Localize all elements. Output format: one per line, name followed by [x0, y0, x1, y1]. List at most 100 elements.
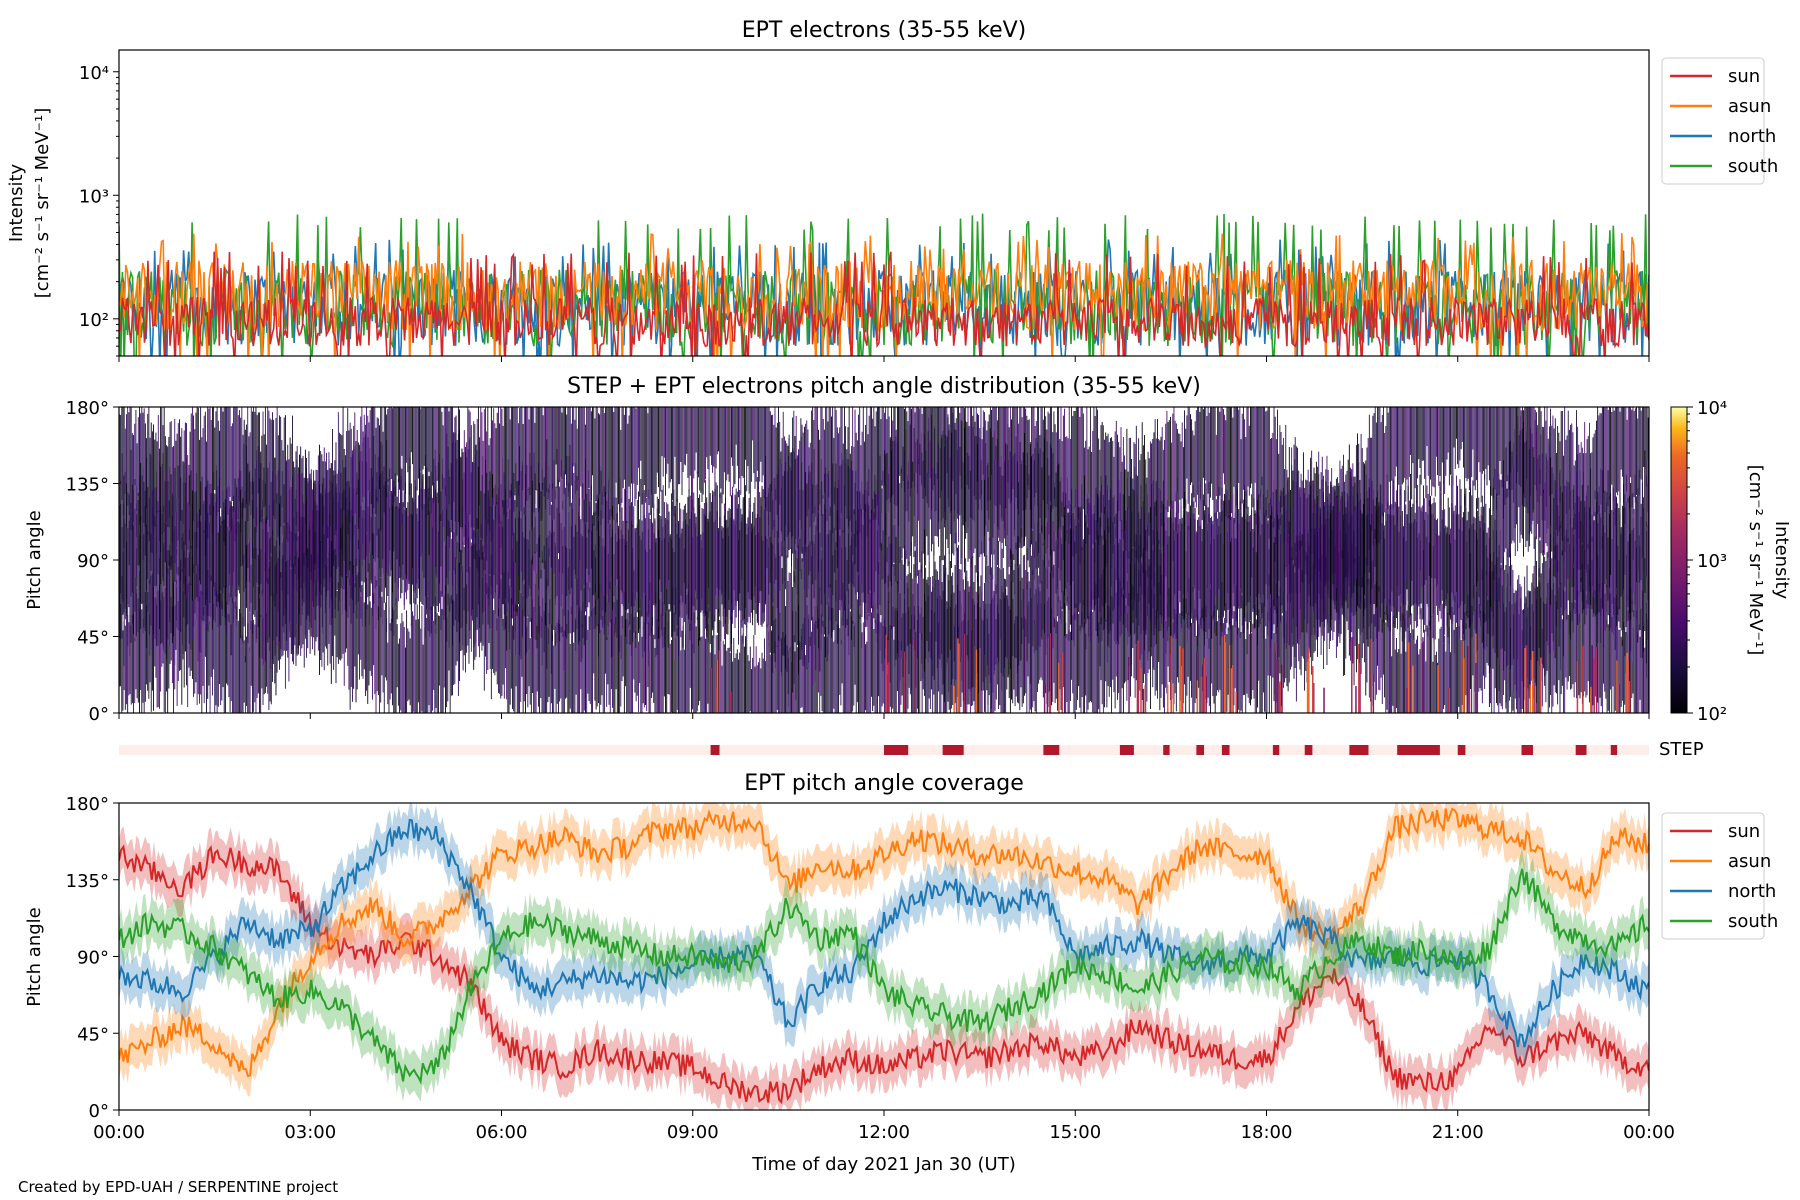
heatmap-cell	[1285, 510, 1287, 649]
heatmap-cell	[220, 516, 222, 626]
heatmap-cell	[332, 429, 333, 561]
heatmap-cell	[253, 548, 255, 615]
heatmap-cell	[1458, 407, 1460, 468]
heatmap-cell	[1020, 463, 1022, 548]
heatmap-cell	[369, 410, 371, 541]
heatmap-cell	[887, 407, 889, 513]
heatmap-cell	[1204, 407, 1205, 506]
heatmap-cell	[293, 472, 295, 591]
heatmap-cell	[1539, 468, 1541, 538]
heatmap-cell	[373, 533, 375, 604]
heatmap-cell	[249, 432, 251, 503]
heatmap-cell	[751, 669, 752, 713]
heatmap-cell	[700, 540, 702, 613]
heatmap-cell	[557, 619, 559, 713]
heatmap-cell	[505, 488, 506, 599]
heatmap-cell	[781, 438, 783, 534]
heatmap-cell	[1109, 517, 1111, 625]
heatmap-cell	[1093, 592, 1095, 713]
heatmap-cell	[925, 567, 927, 659]
heatmap-cell	[1201, 529, 1203, 618]
heatmap-cell	[1293, 469, 1295, 585]
heatmap-cell	[1019, 442, 1021, 543]
heatmap-cell	[280, 572, 282, 649]
heatmap-cell	[392, 607, 393, 706]
heatmap-cell	[634, 407, 636, 506]
heatmap-cell	[1443, 477, 1444, 614]
heatmap-cell	[388, 469, 390, 564]
heatmap-cell	[1145, 529, 1147, 635]
heatmap-cell	[620, 429, 622, 505]
heatmap-cell	[196, 472, 198, 588]
heatmap-cell	[1131, 548, 1133, 665]
heatmap-cell	[900, 469, 902, 580]
heatmap-cell	[590, 485, 592, 569]
heatmap-cell	[736, 508, 738, 602]
heatmap-cell	[142, 536, 144, 634]
heatmap-cell	[421, 478, 423, 572]
heatmap-cell	[1040, 434, 1042, 583]
heatmap-cell	[928, 417, 930, 563]
heatmap-cell	[195, 412, 197, 538]
heatmap-cell	[1271, 438, 1273, 519]
heatmap-cell	[1234, 512, 1236, 628]
heatmap-cell	[1366, 490, 1368, 573]
heatmap-cell	[867, 614, 869, 713]
heatmap-cell	[349, 422, 351, 523]
heatmap-cell	[1013, 425, 1015, 560]
heatmap-cell	[1500, 479, 1502, 564]
heatmap-cell	[137, 598, 139, 703]
heatmap-cell	[566, 414, 568, 486]
heatmap-cell	[1165, 530, 1167, 654]
heatmap-cell	[1295, 535, 1297, 627]
heatmap-cell	[827, 475, 829, 588]
heatmap-cell	[580, 407, 582, 487]
heatmap-cell	[1192, 587, 1194, 713]
heatmap-cell	[1457, 604, 1459, 713]
heatmap-cell	[463, 587, 465, 656]
heatmap-cell	[741, 635, 743, 713]
heatmap-cell	[969, 407, 971, 518]
heatmap-cell	[1403, 614, 1404, 713]
heatmap-cell	[686, 407, 688, 454]
heatmap-cell	[1058, 463, 1060, 568]
heatmap-cell	[623, 414, 625, 480]
heatmap-cell	[257, 446, 259, 585]
heatmap-cell	[796, 558, 798, 645]
heatmap-cell	[201, 591, 203, 713]
heatmap-cell	[921, 452, 923, 578]
heatmap-cell	[1434, 518, 1436, 640]
heatmap-cell	[888, 536, 890, 664]
heatmap-cell	[725, 618, 726, 713]
heatmap-cell	[726, 527, 728, 617]
heatmap-cell	[663, 407, 665, 458]
heatmap-cell	[468, 439, 470, 557]
heatmap-cell	[645, 596, 646, 705]
heatmap-cell	[714, 654, 716, 713]
heatmap-cell	[1184, 491, 1185, 619]
heatmap-cell	[1205, 606, 1207, 699]
heatmap-cell	[1147, 513, 1149, 661]
heatmap-cell	[1472, 407, 1474, 450]
heatmap-cell	[752, 657, 754, 713]
heatmap-cell	[495, 577, 497, 672]
heatmap-cell	[958, 545, 960, 695]
heatmap-cell	[1278, 518, 1280, 658]
heatmap-cell	[1011, 551, 1012, 700]
heatmap-cell	[1012, 554, 1014, 656]
heatmap-cell	[1373, 413, 1375, 548]
heatmap-cell	[453, 532, 455, 626]
heatmap-cell	[602, 492, 604, 629]
heatmap-cell	[124, 471, 126, 620]
heatmap-cell	[1333, 489, 1335, 603]
heatmap-cell	[1530, 427, 1532, 532]
heatmap-cell	[1568, 429, 1570, 510]
heatmap-cell	[988, 538, 990, 676]
heatmap-cell	[1066, 530, 1068, 602]
heatmap-cell	[751, 407, 752, 482]
heatmap-cell	[401, 407, 403, 456]
heatmap-cell	[1206, 586, 1208, 704]
heatmap-cell	[1068, 500, 1070, 641]
heatmap-cell	[1520, 415, 1522, 535]
